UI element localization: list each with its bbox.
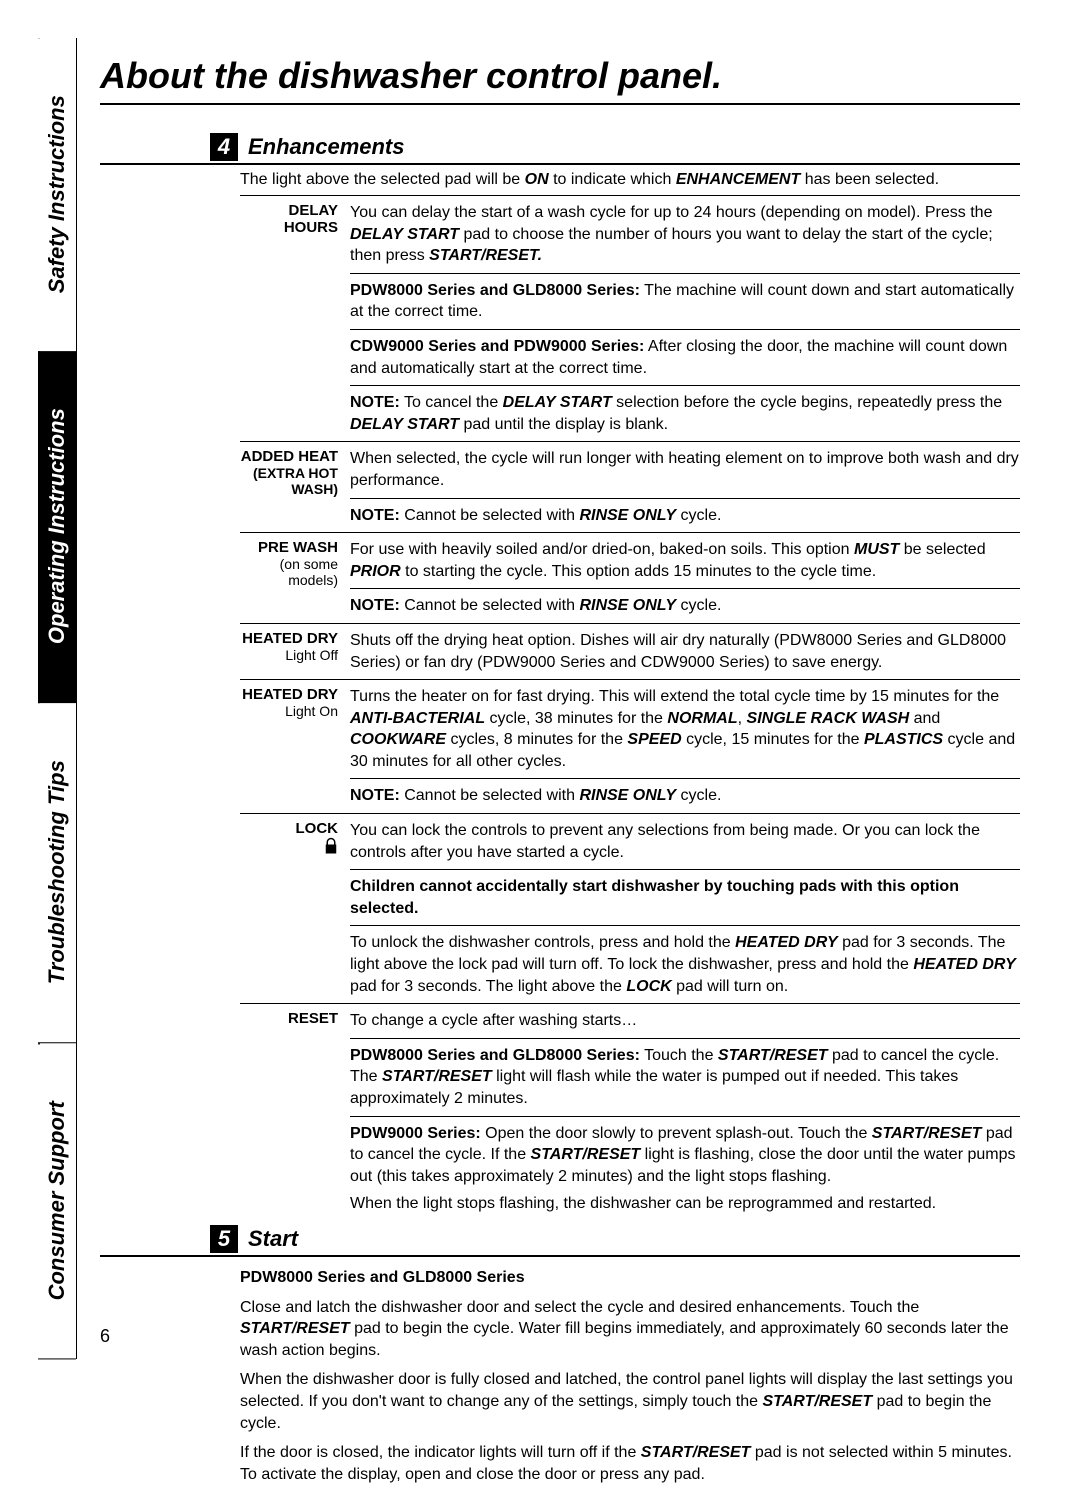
row-pre-wash: PRE WASH (on some models) For use with h… (240, 533, 1020, 624)
tab-safety: Safety Instructions (38, 38, 76, 351)
desc-delay-hours: You can delay the start of a wash cycle … (350, 202, 1020, 435)
section-5-body: PDW8000 Series and GLD8000 Series Close … (240, 1267, 1020, 1485)
label-added-heat: ADDED HEAT (EXTRA HOT WASH) (240, 448, 350, 526)
row-heated-dry-on: HEATED DRY Light On Turns the heater on … (240, 680, 1020, 814)
section-4-number: 4 (210, 133, 238, 161)
label-heated-dry-on: HEATED DRY Light On (240, 686, 350, 807)
desc-heated-dry-off: Shuts off the drying heat option. Dishes… (350, 630, 1020, 673)
label-pre-wash: PRE WASH (on some models) (240, 539, 350, 617)
inner-margin-line (76, 38, 77, 1359)
row-reset: RESET To change a cycle after washing st… (240, 1004, 1020, 1221)
section-5-header: 5 Start (100, 1225, 1020, 1257)
section-4-header: 4 Enhancements (100, 133, 1020, 165)
section-4-title: Enhancements (248, 134, 405, 160)
start-subhead: PDW8000 Series and GLD8000 Series (240, 1267, 1020, 1289)
desc-reset: To change a cycle after washing starts… … (350, 1010, 1020, 1215)
page-title: About the dishwasher control panel. (100, 55, 1020, 105)
lock-icon (322, 837, 338, 859)
label-heated-dry-off: HEATED DRY Light Off (240, 630, 350, 673)
tab-troubleshooting: Troubleshooting Tips (38, 703, 76, 1043)
side-tabs: Safety Instructions Operating Instructio… (38, 38, 76, 1359)
label-delay-hours: DELAY HOURS (240, 202, 350, 435)
row-delay-hours: DELAY HOURS You can delay the start of a… (240, 196, 1020, 442)
tab-consumer-support: Consumer Support (38, 1044, 76, 1359)
section-5-title: Start (248, 1226, 298, 1252)
start-p1: Close and latch the dishwasher door and … (240, 1297, 1020, 1362)
tab-operating: Operating Instructions (38, 351, 76, 703)
section-4-intro: The light above the selected pad will be… (240, 171, 1020, 189)
desc-pre-wash: For use with heavily soiled and/or dried… (350, 539, 1020, 617)
section-5-number: 5 (210, 1225, 238, 1253)
row-added-heat: ADDED HEAT (EXTRA HOT WASH) When selecte… (240, 442, 1020, 533)
label-reset: RESET (240, 1010, 350, 1215)
content-area: About the dishwasher control panel. 4 En… (100, 55, 1020, 1493)
row-lock: LOCK You can lock the controls to preven… (240, 814, 1020, 1004)
start-p2: When the dishwasher door is fully closed… (240, 1369, 1020, 1434)
desc-added-heat: When selected, the cycle will run longer… (350, 448, 1020, 526)
desc-lock: You can lock the controls to prevent any… (350, 820, 1020, 997)
start-p3: If the door is closed, the indicator lig… (240, 1442, 1020, 1485)
label-lock: LOCK (240, 820, 350, 997)
page-number: 6 (100, 1326, 110, 1347)
desc-heated-dry-on: Turns the heater on for fast drying. Thi… (350, 686, 1020, 807)
row-heated-dry-off: HEATED DRY Light Off Shuts off the dryin… (240, 624, 1020, 680)
